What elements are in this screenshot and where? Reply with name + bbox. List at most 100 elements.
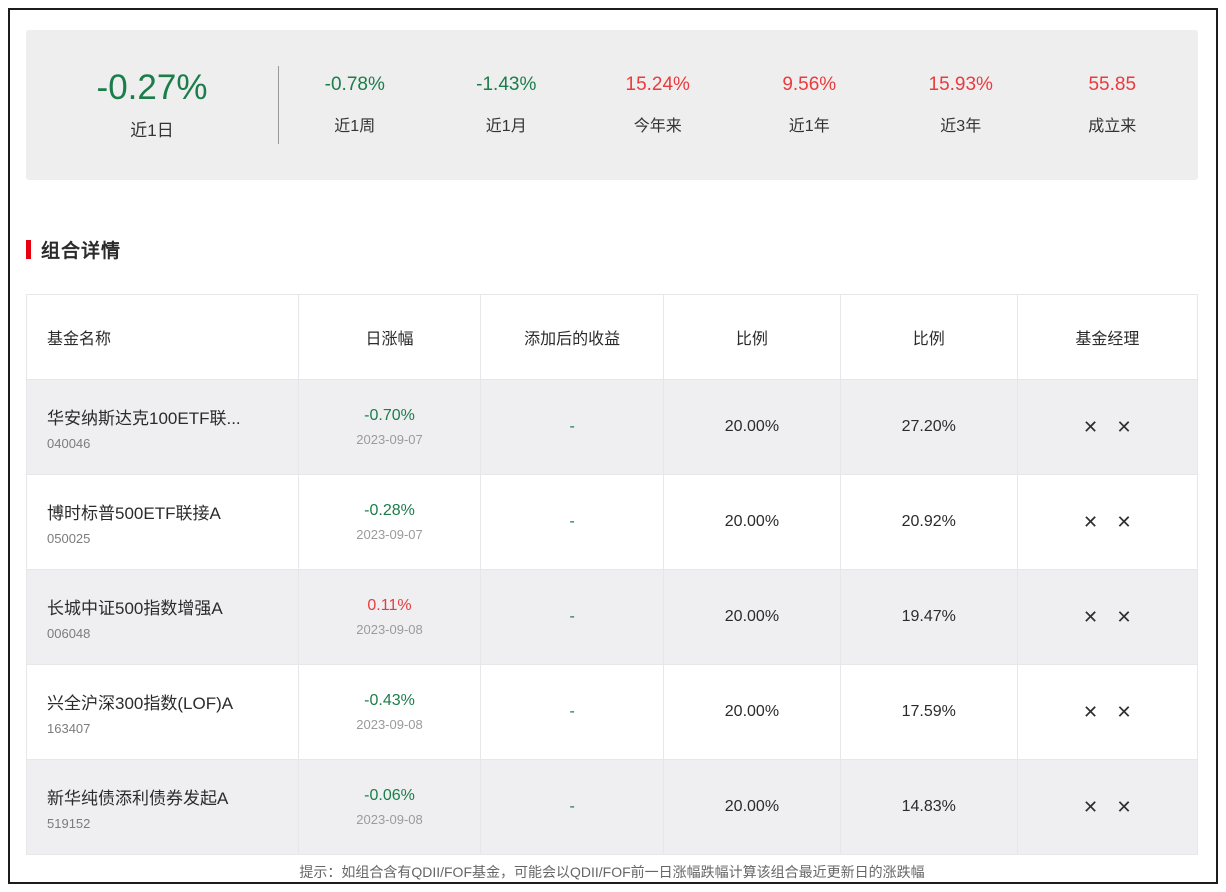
stat-1m-label: 近1月: [485, 118, 527, 135]
manager-cell: ✕ ✕: [1016, 759, 1199, 855]
stat-1d: -0.27% 近1日: [26, 67, 278, 142]
manager-cell: ✕ ✕: [1016, 664, 1199, 760]
daily-change-value: -0.06%: [364, 787, 415, 804]
header-ratio-actual: 比例: [839, 294, 1018, 380]
stat-3y-value: 15.93%: [928, 74, 993, 95]
stat-ytd-value: 15.24%: [625, 74, 690, 95]
table-row: 新华纯债添利债券发起A 519152 -0.06% 2023-09-08 - 2…: [26, 759, 1199, 855]
stat-1w-value: -0.78%: [324, 74, 385, 95]
table-row: 长城中证500指数增强A 006048 0.11% 2023-09-08 - 2…: [26, 569, 1199, 665]
daily-change-cell: -0.43% 2023-09-08: [297, 664, 482, 760]
header-fund-manager: 基金经理: [1016, 294, 1199, 380]
manager-x-icon[interactable]: ✕: [1116, 606, 1132, 627]
daily-change-date: 2023-09-08: [356, 717, 423, 732]
section-marker-bar: [26, 240, 31, 259]
manager-cell: ✕ ✕: [1016, 569, 1199, 665]
stat-inception: 55.85 成立来: [1037, 74, 1189, 136]
fund-name-link[interactable]: 华安纳斯达克100ETF联...: [47, 408, 241, 428]
fund-name-link[interactable]: 新华纯债添利债券发起A: [47, 788, 229, 808]
daily-change-value: 0.11%: [367, 597, 412, 614]
table-row: 华安纳斯达克100ETF联... 040046 -0.70% 2023-09-0…: [26, 379, 1199, 475]
manager-x-icon[interactable]: ✕: [1116, 796, 1132, 817]
added-return-cell: -: [480, 569, 665, 665]
fund-cell: 长城中证500指数增强A 006048: [26, 569, 299, 665]
ratio-actual-cell: 17.59%: [839, 664, 1018, 760]
header-added-return: 添加后的收益: [480, 294, 665, 380]
ratio-target-cell: 20.00%: [663, 569, 841, 665]
header-ratio-target: 比例: [663, 294, 841, 380]
added-return-value: -: [569, 703, 575, 720]
ratio-actual-cell: 27.20%: [839, 379, 1018, 475]
stat-3y-label: 近3年: [940, 118, 982, 135]
fund-name-link[interactable]: 长城中证500指数增强A: [47, 598, 223, 618]
summary-divider: [278, 66, 279, 144]
table-header-row: 基金名称 日涨幅 添加后的收益 比例 比例 基金经理: [26, 294, 1199, 380]
added-return-cell: -: [480, 664, 665, 760]
added-return-value: -: [569, 513, 575, 530]
stat-1m-value: -1.43%: [476, 74, 537, 95]
manager-x-icon[interactable]: ✕: [1083, 416, 1099, 437]
manager-x-icon[interactable]: ✕: [1083, 701, 1099, 722]
added-return-cell: -: [480, 759, 665, 855]
manager-x-icon[interactable]: ✕: [1083, 511, 1099, 532]
header-fund-name: 基金名称: [26, 294, 299, 380]
performance-summary-panel: -0.27% 近1日 -0.78% 近1周 -1.43% 近1月 15.24% …: [26, 30, 1198, 180]
fund-table: 基金名称 日涨幅 添加后的收益 比例 比例 基金经理 华安纳斯达克100ETF联…: [26, 294, 1199, 855]
daily-change-cell: 0.11% 2023-09-08: [297, 569, 482, 665]
stat-1m: -1.43% 近1月: [431, 74, 583, 136]
manager-x-icon[interactable]: ✕: [1083, 796, 1099, 817]
daily-change-date: 2023-09-07: [356, 527, 423, 542]
fund-code: 006048: [47, 625, 91, 641]
stat-1w: -0.78% 近1周: [279, 74, 431, 136]
stat-ytd-label: 今年来: [633, 118, 682, 135]
section-header: 组合详情: [26, 236, 1198, 263]
footer-note: 提示：如组合含有QDII/FOF基金，可能会以QDII/FOF前一日涨幅跌幅计算…: [299, 864, 925, 880]
added-return-value: -: [569, 798, 575, 815]
stat-ytd: 15.24% 今年来: [582, 74, 734, 136]
fund-cell: 博时标普500ETF联接A 050025: [26, 474, 299, 570]
fund-code: 050025: [47, 530, 91, 546]
fund-name-link[interactable]: 兴全沪深300指数(LOF)A: [47, 693, 234, 713]
ratio-target-cell: 20.00%: [663, 379, 841, 475]
daily-change-value: -0.70%: [364, 407, 415, 424]
table-row: 博时标普500ETF联接A 050025 -0.28% 2023-09-07 -…: [26, 474, 1199, 570]
fund-cell: 新华纯债添利债券发起A 519152: [26, 759, 299, 855]
fund-cell: 华安纳斯达克100ETF联... 040046: [26, 379, 299, 475]
ratio-actual-cell: 20.92%: [839, 474, 1018, 570]
daily-change-date: 2023-09-08: [356, 812, 423, 827]
ratio-actual-cell: 14.83%: [839, 759, 1018, 855]
manager-x-icon[interactable]: ✕: [1083, 606, 1099, 627]
fund-cell: 兴全沪深300指数(LOF)A 163407: [26, 664, 299, 760]
table-row: 兴全沪深300指数(LOF)A 163407 -0.43% 2023-09-08…: [26, 664, 1199, 760]
daily-change-value: -0.43%: [364, 692, 415, 709]
daily-change-value: -0.28%: [364, 502, 415, 519]
stat-inception-value: 55.85: [1088, 74, 1137, 95]
added-return-value: -: [569, 418, 575, 435]
fund-code: 040046: [47, 435, 91, 451]
added-return-value: -: [569, 608, 575, 625]
content-frame: -0.27% 近1日 -0.78% 近1周 -1.43% 近1月 15.24% …: [8, 8, 1218, 884]
added-return-cell: -: [480, 379, 665, 475]
section-title: 组合详情: [41, 241, 122, 262]
daily-change-cell: -0.28% 2023-09-07: [297, 474, 482, 570]
stat-1y-value: 9.56%: [782, 74, 837, 95]
manager-x-icon[interactable]: ✕: [1116, 416, 1132, 437]
added-return-cell: -: [480, 474, 665, 570]
daily-change-date: 2023-09-08: [356, 622, 423, 637]
manager-cell: ✕ ✕: [1016, 379, 1199, 475]
stat-1d-label: 近1日: [130, 121, 174, 141]
stat-1y: 9.56% 近1年: [734, 74, 886, 136]
manager-x-icon[interactable]: ✕: [1116, 511, 1132, 532]
daily-change-cell: -0.06% 2023-09-08: [297, 759, 482, 855]
header-daily-change: 日涨幅: [297, 294, 482, 380]
fund-code: 163407: [47, 720, 91, 736]
manager-x-icon[interactable]: ✕: [1116, 701, 1132, 722]
stat-1d-value: -0.27%: [96, 67, 208, 107]
ratio-target-cell: 20.00%: [663, 664, 841, 760]
stat-3y: 15.93% 近3年: [885, 74, 1037, 136]
daily-change-cell: -0.70% 2023-09-07: [297, 379, 482, 475]
stat-1y-label: 近1年: [788, 118, 830, 135]
fund-name-link[interactable]: 博时标普500ETF联接A: [47, 503, 221, 523]
ratio-actual-cell: 19.47%: [839, 569, 1018, 665]
